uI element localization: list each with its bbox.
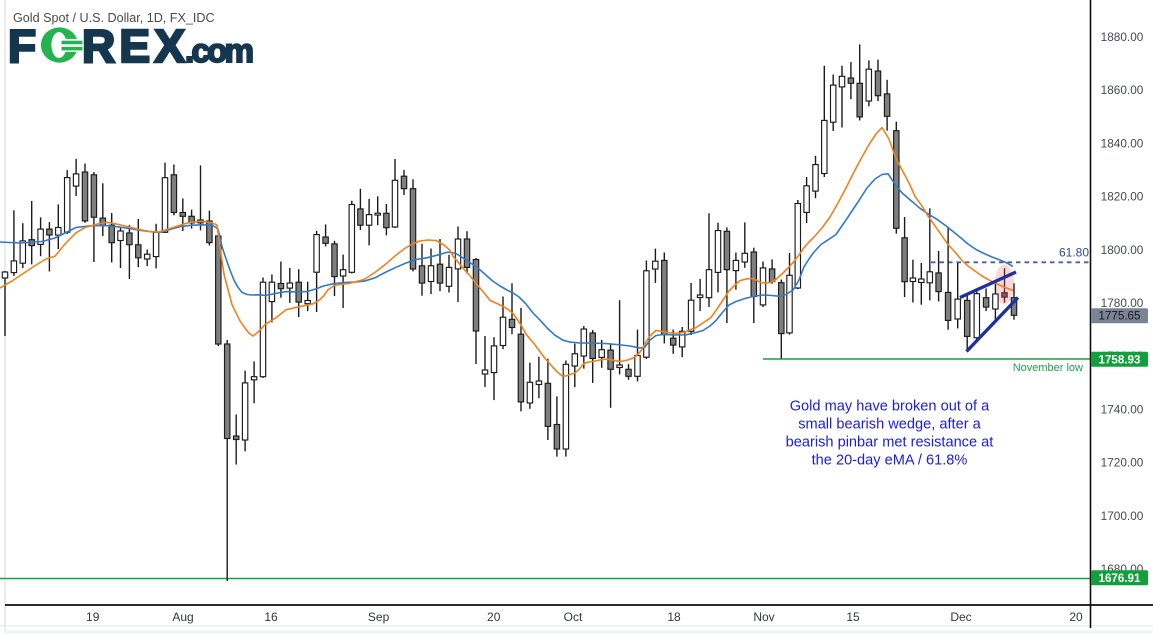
svg-text:19: 19: [86, 610, 100, 624]
svg-text:16: 16: [264, 610, 278, 624]
svg-text:1720.00: 1720.00: [1101, 456, 1144, 470]
svg-text:Oct: Oct: [564, 610, 583, 624]
svg-text:1740.00: 1740.00: [1101, 402, 1144, 416]
svg-text:1840.00: 1840.00: [1101, 136, 1144, 150]
svg-text:1860.00: 1860.00: [1101, 83, 1144, 97]
svg-text:Aug: Aug: [172, 610, 193, 624]
svg-text:1800.00: 1800.00: [1101, 243, 1144, 257]
svg-text:1820.00: 1820.00: [1101, 190, 1144, 204]
svg-text:F: F: [8, 20, 36, 72]
svg-text:small bearish wedge, after a: small bearish wedge, after a: [798, 417, 981, 433]
svg-text:.com: .com: [185, 32, 254, 69]
svg-text:1676.91: 1676.91: [1099, 572, 1141, 585]
svg-text:bearish pinbar met resistance: bearish pinbar met resistance at: [786, 435, 994, 451]
svg-text:the 20-day eMA / 61.8%: the 20-day eMA / 61.8%: [812, 453, 968, 469]
svg-text:20: 20: [1069, 610, 1083, 624]
svg-text:18: 18: [667, 610, 681, 624]
svg-text:1880.00: 1880.00: [1101, 30, 1144, 44]
svg-text:1700.00: 1700.00: [1101, 509, 1144, 523]
svg-text:Dec: Dec: [950, 610, 971, 624]
svg-text:Nov: Nov: [753, 610, 774, 624]
svg-text:15: 15: [846, 610, 860, 624]
svg-text:20: 20: [487, 610, 501, 624]
svg-text:61.80: 61.80: [1059, 246, 1089, 260]
svg-text:1758.93: 1758.93: [1099, 353, 1141, 366]
svg-text:1775.65: 1775.65: [1099, 310, 1141, 323]
svg-text:1780.00: 1780.00: [1101, 296, 1144, 310]
svg-text:Gold may have broken out of a: Gold may have broken out of a: [790, 399, 990, 415]
svg-text:REX: REX: [82, 20, 185, 72]
svg-text:Gold Spot / U.S. Dollar, 1D, F: Gold Spot / U.S. Dollar, 1D, FX_IDC: [13, 11, 215, 25]
svg-text:November low: November low: [1013, 362, 1083, 374]
svg-text:Sep: Sep: [368, 610, 390, 624]
